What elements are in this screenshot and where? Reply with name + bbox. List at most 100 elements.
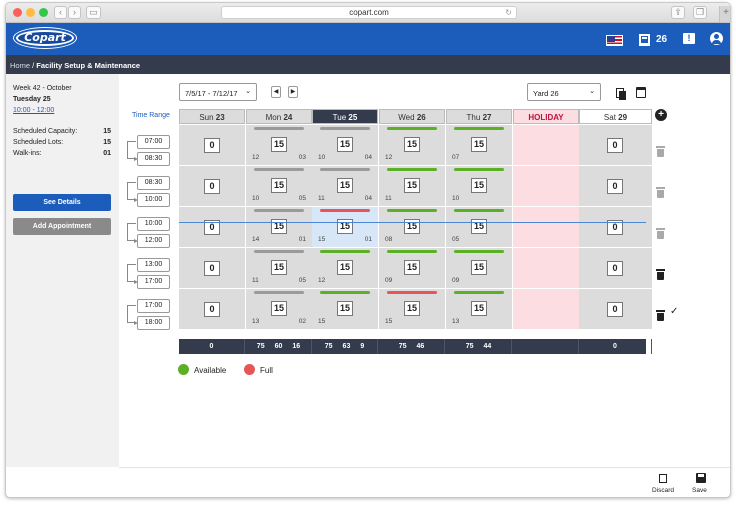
schedule-cell[interactable]: 15 05 xyxy=(446,207,512,247)
day-header-0[interactable]: Sun 23 xyxy=(179,109,245,124)
capacity-input[interactable]: 15 xyxy=(271,178,287,193)
schedule-cell[interactable]: 0 xyxy=(579,289,652,329)
schedule-cell[interactable]: 0 xyxy=(579,125,652,165)
yard-select[interactable]: Yard 26 ⌄ xyxy=(527,83,601,101)
day-header-2[interactable]: Tue 25 xyxy=(312,109,378,124)
day-header-4[interactable]: Thu 27 xyxy=(446,109,512,124)
slot-end-time[interactable]: 17:00 xyxy=(137,275,170,289)
capacity-input[interactable]: 0 xyxy=(204,261,220,276)
slot-start-time[interactable]: 17:00 xyxy=(137,299,170,313)
copart-logo[interactable]: Copart xyxy=(14,28,76,48)
slot-end-time[interactable]: 18:00 xyxy=(137,316,170,330)
slot-start-time[interactable]: 07:00 xyxy=(137,135,170,149)
capacity-input[interactable]: 0 xyxy=(204,220,220,235)
delete-slot-icon[interactable] xyxy=(656,187,665,198)
schedule-cell[interactable]: 0 xyxy=(579,248,652,288)
schedule-cell[interactable]: 0 xyxy=(179,207,245,247)
date-range-select[interactable]: 7/5/17 - 7/12/17 ⌄ xyxy=(179,83,257,101)
capacity-input[interactable]: 15 xyxy=(404,178,420,193)
schedule-cell[interactable]: 0 xyxy=(179,289,245,329)
capacity-input[interactable]: 0 xyxy=(607,261,623,276)
back-icon[interactable]: ‹ xyxy=(54,6,67,19)
previous-week-button[interactable]: ◀ xyxy=(271,86,281,98)
user-account-icon[interactable] xyxy=(710,32,723,45)
capacity-input[interactable]: 15 xyxy=(337,178,353,193)
schedule-cell[interactable]: 15 09 xyxy=(446,248,512,288)
schedule-cell[interactable]: 15 11 xyxy=(379,166,445,206)
capacity-input[interactable]: 15 xyxy=(471,301,487,316)
schedule-cell[interactable]: 15 10 05 xyxy=(246,166,312,206)
schedule-cell[interactable]: 15 13 02 xyxy=(246,289,312,329)
add-day-icon[interactable]: + xyxy=(655,109,667,121)
day-header-6[interactable]: Sat 29 xyxy=(579,109,652,124)
capacity-input[interactable]: 15 xyxy=(337,137,353,152)
capacity-input[interactable]: 0 xyxy=(204,138,220,153)
capacity-input[interactable]: 0 xyxy=(607,138,623,153)
schedule-cell[interactable]: 15 09 xyxy=(379,248,445,288)
schedule-cell[interactable]: 15 12 03 xyxy=(246,125,312,165)
slot-start-time[interactable]: 08:30 xyxy=(137,176,170,190)
schedule-cell[interactable]: 15 15 xyxy=(379,289,445,329)
capacity-input[interactable]: 15 xyxy=(471,178,487,193)
schedule-cell[interactable]: 15 13 xyxy=(446,289,512,329)
schedule-cell[interactable]: 15 10 xyxy=(446,166,512,206)
schedule-cell[interactable]: 15 12 xyxy=(379,125,445,165)
schedule-cell[interactable]: 15 10 04 xyxy=(312,125,378,165)
schedule-cell[interactable]: 15 08 xyxy=(379,207,445,247)
day-header-1[interactable]: Mon 24 xyxy=(246,109,312,124)
slot-end-time[interactable]: 12:00 xyxy=(137,234,170,248)
schedule-cell[interactable]: 15 15 xyxy=(312,289,378,329)
capacity-input[interactable]: 0 xyxy=(204,302,220,317)
slot-start-time[interactable]: 13:00 xyxy=(137,258,170,272)
building-icon[interactable] xyxy=(639,34,650,46)
share-icon[interactable]: ⇪ xyxy=(671,6,685,19)
capacity-input[interactable]: 15 xyxy=(471,137,487,152)
capacity-input[interactable]: 15 xyxy=(404,260,420,275)
save-button[interactable]: Save xyxy=(692,487,707,494)
delete-slot-icon[interactable] xyxy=(656,269,665,280)
capacity-input[interactable]: 15 xyxy=(271,137,287,152)
see-details-button[interactable]: See Details xyxy=(13,194,111,211)
check-icon[interactable]: ✓ xyxy=(670,306,679,317)
us-flag-icon[interactable] xyxy=(606,35,623,46)
breadcrumb-home-link[interactable]: Home xyxy=(10,61,31,70)
message-icon[interactable]: ! xyxy=(683,33,695,44)
capacity-input[interactable]: 15 xyxy=(337,301,353,316)
capacity-input[interactable]: 0 xyxy=(204,179,220,194)
delete-slot-icon[interactable] xyxy=(656,146,665,157)
forward-icon[interactable]: › xyxy=(68,6,81,19)
address-bar[interactable]: copart.com ↻ xyxy=(221,6,517,19)
capacity-input[interactable]: 15 xyxy=(404,137,420,152)
schedule-cell[interactable]: 15 11 04 xyxy=(312,166,378,206)
selected-time-link[interactable]: 10:00 - 12:00 xyxy=(13,107,55,114)
schedule-cell[interactable]: 15 07 xyxy=(446,125,512,165)
capacity-input[interactable]: 0 xyxy=(607,220,623,235)
capacity-input[interactable]: 15 xyxy=(471,260,487,275)
schedule-cell[interactable]: 15 15 01 xyxy=(312,207,378,247)
sidebar-toggle-icon[interactable]: ▭ xyxy=(86,6,101,19)
close-window-button[interactable] xyxy=(13,8,22,17)
capacity-input[interactable]: 15 xyxy=(404,301,420,316)
add-appointment-button[interactable]: Add Appointment xyxy=(13,218,111,235)
delete-slot-icon[interactable] xyxy=(656,228,665,239)
minimize-window-button[interactable] xyxy=(26,8,35,17)
save-icon[interactable] xyxy=(696,473,706,483)
schedule-cell[interactable]: 15 11 05 xyxy=(246,248,312,288)
slot-start-time[interactable]: 10:00 xyxy=(137,217,170,231)
capacity-input[interactable]: 15 xyxy=(271,260,287,275)
zoom-window-button[interactable] xyxy=(39,8,48,17)
discard-icon[interactable] xyxy=(659,474,667,483)
slot-end-time[interactable]: 10:00 xyxy=(137,193,170,207)
delete-slot-icon[interactable] xyxy=(656,310,665,321)
day-header-5[interactable]: HOLIDAY xyxy=(513,109,579,124)
slot-end-time[interactable]: 08:30 xyxy=(137,152,170,166)
day-header-3[interactable]: Wed 26 xyxy=(379,109,445,124)
capacity-input[interactable]: 15 xyxy=(337,260,353,275)
capacity-input[interactable]: 15 xyxy=(271,301,287,316)
schedule-cell[interactable]: 0 xyxy=(179,166,245,206)
new-tab-icon[interactable]: + xyxy=(719,6,730,22)
reload-icon[interactable]: ↻ xyxy=(505,8,512,17)
tabs-icon[interactable]: ❐ xyxy=(693,6,707,19)
calendar-icon[interactable] xyxy=(636,87,646,98)
schedule-cell[interactable]: 0 xyxy=(179,248,245,288)
